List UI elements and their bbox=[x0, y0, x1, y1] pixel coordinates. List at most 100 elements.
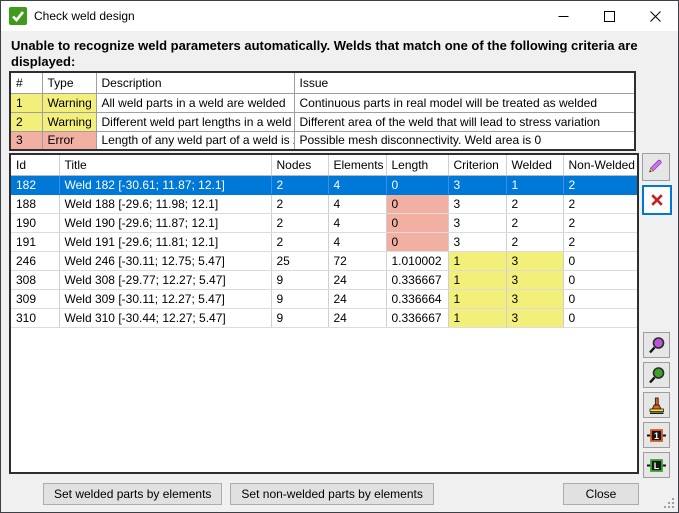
weld-row-188[interactable]: 188 Weld 188 [-29.6; 11.98; 12.1] 2 4 0 … bbox=[11, 194, 637, 214]
cell-elements: 24 bbox=[328, 270, 387, 290]
cell-non-welded: 0 bbox=[563, 270, 637, 290]
criteria-num: 2 bbox=[9, 111, 43, 132]
set-welded-parts-button[interactable]: Set welded parts by elements bbox=[43, 483, 223, 505]
cell-criterion: 1 bbox=[448, 289, 507, 309]
weld-row-190[interactable]: 190 Weld 190 [-29.6; 11.87; 12.1] 2 4 0 … bbox=[11, 213, 637, 233]
col-nodes[interactable]: Nodes bbox=[271, 155, 329, 176]
criteria-type: Error bbox=[41, 130, 97, 151]
cell-nodes: 9 bbox=[271, 289, 329, 309]
cell-length: 0 bbox=[386, 232, 449, 252]
weld-stamp-icon bbox=[649, 397, 664, 414]
weld-row-309[interactable]: 309 Weld 309 [-30.11; 12.27; 5.47] 9 24 … bbox=[11, 289, 637, 309]
magnifier-purple-icon bbox=[649, 336, 665, 353]
col-type: Type bbox=[41, 71, 97, 94]
criteria-description: Different weld part lengths in a weld bbox=[95, 111, 295, 132]
cell-elements: 24 bbox=[328, 289, 387, 309]
cell-nodes: 2 bbox=[271, 175, 329, 195]
cell-length: 0.336667 bbox=[386, 270, 449, 290]
minimize-button[interactable] bbox=[540, 1, 586, 31]
criteria-header-row: # Type Description Issue bbox=[9, 71, 636, 94]
col-non-welded[interactable]: Non-Welded bbox=[563, 155, 637, 176]
cell-elements: 4 bbox=[328, 232, 387, 252]
criteria-num: 3 bbox=[9, 130, 43, 151]
col-length[interactable]: Length bbox=[386, 155, 449, 176]
cell-non-welded: 2 bbox=[563, 232, 637, 252]
titlebar: Check weld design bbox=[1, 1, 678, 31]
criteria-issue: Possible mesh disconnectivity. Weld area… bbox=[293, 130, 636, 151]
criteria-num: 1 bbox=[9, 92, 43, 113]
green-check-icon bbox=[9, 7, 27, 25]
set-non-welded-parts-button[interactable]: Set non-welded parts by elements bbox=[230, 483, 434, 505]
weld-symbol-button[interactable] bbox=[643, 392, 670, 418]
welded-element-icon: 1 bbox=[647, 428, 666, 442]
criteria-row: 1 Warning All weld parts in a weld are w… bbox=[9, 92, 636, 113]
cell-welded: 3 bbox=[506, 270, 564, 290]
footer-actions: Set welded parts by elements Set non-wel… bbox=[43, 483, 434, 505]
delete-weld-button[interactable] bbox=[642, 185, 672, 215]
minimize-icon bbox=[558, 15, 568, 17]
edit-weld-button[interactable] bbox=[642, 153, 670, 181]
col-title[interactable]: Title bbox=[59, 155, 272, 176]
col-num: # bbox=[9, 71, 43, 94]
criteria-table: # Type Description Issue 1 Warning All w… bbox=[9, 71, 636, 151]
delete-cross-icon bbox=[651, 194, 663, 206]
cell-nodes: 25 bbox=[271, 251, 329, 271]
maximize-icon bbox=[603, 10, 615, 22]
cell-nodes: 2 bbox=[271, 213, 329, 233]
col-id[interactable]: Id bbox=[11, 155, 60, 176]
cell-non-welded: 0 bbox=[563, 289, 637, 309]
cell-title: Weld 310 [-30.44; 12.27; 5.47] bbox=[59, 308, 272, 328]
criteria-row: 3 Error Length of any weld part of a wel… bbox=[9, 130, 636, 151]
cell-nodes: 9 bbox=[271, 308, 329, 328]
weld-list: Id Title Nodes Elements Length Criterion… bbox=[9, 153, 639, 474]
col-welded[interactable]: Welded bbox=[506, 155, 564, 176]
weld-row-246[interactable]: 246 Weld 246 [-30.11; 12.75; 5.47] 25 72… bbox=[11, 251, 637, 271]
weld-row-310[interactable]: 310 Weld 310 [-30.44; 12.27; 5.47] 9 24 … bbox=[11, 308, 637, 328]
criteria-type: Warning bbox=[41, 92, 97, 113]
zoom-all-button[interactable] bbox=[643, 362, 670, 388]
cell-criterion: 3 bbox=[448, 232, 507, 252]
svg-text:1: 1 bbox=[654, 431, 659, 441]
cell-welded: 1 bbox=[506, 175, 564, 195]
cell-id: 182 bbox=[11, 175, 60, 195]
cell-length: 0 bbox=[386, 175, 449, 195]
weld-row-191[interactable]: 191 Weld 191 [-29.6; 11.81; 12.1] 2 4 0 … bbox=[11, 232, 637, 252]
zoom-selected-button[interactable] bbox=[643, 332, 670, 358]
magnifier-green-icon bbox=[649, 366, 665, 383]
col-issue: Issue bbox=[293, 71, 636, 94]
cell-length: 0 bbox=[386, 213, 449, 233]
close-window-button[interactable] bbox=[632, 1, 678, 31]
weld-row-308[interactable]: 308 Weld 308 [-29.77; 12.27; 5.47] 9 24 … bbox=[11, 270, 637, 290]
cell-id: 246 bbox=[11, 251, 60, 271]
cell-non-welded: 2 bbox=[563, 213, 637, 233]
cell-criterion: 1 bbox=[448, 308, 507, 328]
cell-elements: 24 bbox=[328, 308, 387, 328]
maximize-button[interactable] bbox=[586, 1, 632, 31]
weld-row-182[interactable]: 182 Weld 182 [-30.61; 11.87; 12.1] 2 4 0… bbox=[11, 175, 637, 195]
col-elements[interactable]: Elements bbox=[328, 155, 387, 176]
cell-nodes: 9 bbox=[271, 270, 329, 290]
cell-criterion: 3 bbox=[448, 194, 507, 214]
criteria-issue: Different area of the weld that will lea… bbox=[293, 111, 636, 132]
non-welded-elements-button[interactable]: L bbox=[643, 452, 670, 478]
close-button[interactable]: Close bbox=[563, 483, 639, 505]
resize-grip[interactable] bbox=[664, 498, 674, 508]
cell-welded: 3 bbox=[506, 308, 564, 328]
window-controls bbox=[540, 1, 678, 31]
col-criterion[interactable]: Criterion bbox=[448, 155, 507, 176]
cell-id: 309 bbox=[11, 289, 60, 309]
cell-id: 188 bbox=[11, 194, 60, 214]
cell-elements: 4 bbox=[328, 213, 387, 233]
edit-pencil-icon bbox=[648, 159, 662, 173]
cell-non-welded: 0 bbox=[563, 251, 637, 271]
cell-nodes: 2 bbox=[271, 232, 329, 252]
cell-non-welded: 0 bbox=[563, 308, 637, 328]
criteria-description: All weld parts in a weld are welded bbox=[95, 92, 295, 113]
criteria-row: 2 Warning Different weld part lengths in… bbox=[9, 111, 636, 132]
cell-non-welded: 2 bbox=[563, 175, 637, 195]
welded-elements-button[interactable]: 1 bbox=[643, 422, 670, 448]
warning-message: Unable to recognize weld parameters auto… bbox=[11, 38, 638, 69]
cell-length: 0.336667 bbox=[386, 308, 449, 328]
cell-criterion: 1 bbox=[448, 270, 507, 290]
